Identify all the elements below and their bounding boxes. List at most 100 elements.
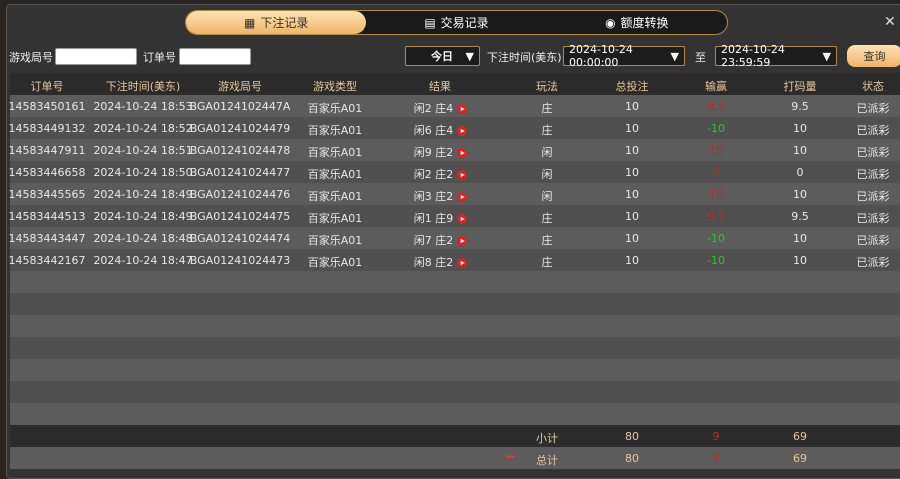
cell: 9.5 — [791, 210, 809, 223]
empty-row — [10, 337, 900, 359]
cell: 庄 — [541, 234, 553, 247]
table-row[interactable]: 14583442167 2024-10-24 18:47 BGA0124102447… — [9, 249, 900, 271]
cell: 2024-10-24 18:49 — [93, 188, 193, 201]
cell: 百家乐A01 — [307, 190, 363, 203]
cell: BGA01241024478 — [189, 144, 291, 157]
cell: 已派彩 — [856, 124, 890, 137]
result-cell: 闲3 庄2 — [414, 188, 467, 204]
close-icon[interactable]: ✕ — [884, 14, 896, 30]
cell: 庄 — [541, 256, 553, 269]
filter-bar: 游戏局号 订单号 今日 ▼ 下注时间(美东) 2024-10-24 00:00:0… — [0, 43, 900, 69]
column-header: 订单号 — [30, 80, 64, 93]
cell: 9 — [712, 430, 720, 443]
cell: 14583445565 — [8, 188, 86, 201]
cell: 69 — [793, 452, 807, 465]
cell: 10 — [625, 166, 639, 179]
cell: 百家乐A01 — [307, 234, 363, 247]
date-range-select[interactable]: 今日 ▼ — [405, 46, 480, 66]
cell: 2024-10-24 18:49 — [93, 210, 193, 223]
play-replay-icon[interactable] — [456, 214, 467, 224]
cell: 百家乐A01 — [307, 168, 363, 181]
table-row[interactable]: 14583445565 2024-10-24 18:49 BGA0124102447… — [8, 183, 900, 205]
column-header: 总投注 — [615, 80, 649, 93]
cell: 14583449132 — [8, 122, 86, 135]
cell: 庄 — [541, 124, 553, 137]
column-header: 下注时间(美东) — [105, 80, 181, 93]
coins-icon: ◉ — [605, 15, 616, 30]
game-round-input[interactable] — [55, 48, 137, 65]
cell: 百家乐A01 — [307, 124, 363, 137]
table-row[interactable]: 14583446658 2024-10-24 18:50 BGA0124102447… — [9, 161, 900, 183]
bet-records-table: 订单号 下注时间(美东) 游戏局号 游戏类型 结果 玩法 总投注 输赢 打码量 状态 1458345… — [8, 73, 900, 469]
cell: 9.5 — [707, 210, 725, 223]
chevron-down-icon: ▼ — [822, 49, 831, 63]
table-row[interactable]: 14583443447 2024-10-24 18:48 BGA0124102447… — [8, 227, 900, 249]
cell: 已派彩 — [856, 168, 890, 181]
cell: 已派彩 — [856, 190, 890, 203]
order-label: 订单号 — [143, 51, 176, 64]
cell: 庄 — [541, 212, 553, 225]
column-header: 游戏类型 — [313, 80, 357, 93]
cell: 10 — [793, 144, 807, 157]
tab-credit-transfer[interactable]: ◉ 额度转换 — [605, 15, 669, 31]
query-button[interactable]: 查询 — [847, 45, 900, 67]
cell: BGA01241024477 — [189, 166, 291, 179]
cell: 80 — [625, 430, 639, 443]
tab-bar: ▦ 下注记录 ▤ 交易记录 ◉ 额度转换 — [185, 10, 728, 35]
cell: 10 — [709, 188, 723, 201]
result-cell: 闲2 庄2 — [414, 166, 467, 182]
play-replay-icon[interactable] — [456, 192, 467, 202]
cell: 14583443447 — [8, 232, 86, 245]
refresh-icon[interactable]: ➦ — [505, 450, 515, 463]
cell: 小计 — [536, 432, 558, 445]
result-cell: 闲7 庄2 — [414, 232, 467, 248]
empty-row — [10, 315, 900, 337]
cell: 2024-10-24 18:50 — [93, 166, 193, 179]
start-time-select[interactable]: 2024-10-24 00:00:00 ▼ — [563, 43, 685, 69]
result-text: 闲9 庄2 — [413, 146, 454, 159]
cell: 2024-10-24 18:51 — [93, 144, 193, 157]
cell: 10 — [793, 232, 807, 245]
cell: 10 — [625, 188, 639, 201]
column-header: 结果 — [429, 80, 451, 93]
cell: 闲 — [541, 190, 553, 203]
play-replay-icon[interactable] — [456, 236, 467, 246]
play-replay-icon[interactable] — [456, 170, 467, 180]
empty-row — [10, 271, 900, 293]
cell: 0 — [712, 166, 720, 179]
cell: 庄 — [541, 102, 553, 115]
cell: 已派彩 — [856, 212, 890, 225]
result-text: 闲1 庄9 — [413, 212, 454, 225]
cell: 已派彩 — [856, 256, 890, 269]
end-time-select[interactable]: 2024-10-24 23:59:59 ▼ — [715, 43, 837, 69]
to-label: 至 — [695, 51, 706, 64]
cell: 80 — [625, 452, 639, 465]
table-row[interactable]: 14583449132 2024-10-24 18:52 BGA0124102447… — [8, 117, 900, 139]
cell: 百家乐A01 — [307, 102, 363, 115]
table-row[interactable]: 14583447911 2024-10-24 18:51 BGA0124102447… — [8, 139, 900, 161]
order-input[interactable] — [179, 48, 251, 65]
play-replay-icon[interactable] — [456, 126, 467, 136]
cell: BGA01241024476 — [189, 188, 291, 201]
subtotal-row: 小计 80 9 69 — [10, 425, 900, 447]
column-header: 玩法 — [536, 80, 558, 93]
cell: 闲 — [541, 146, 553, 159]
table-row[interactable]: 14583450161 2024-10-24 18:53 BGA0124102447… — [9, 95, 900, 117]
result-text: 闲3 庄2 — [413, 190, 454, 203]
time-label: 下注时间(美东) — [487, 51, 562, 64]
play-replay-icon[interactable] — [456, 104, 467, 114]
cell: 10 — [625, 210, 639, 223]
cell: 10 — [793, 122, 807, 135]
cell: BGA0124102447A — [189, 100, 291, 113]
table-row[interactable]: 14583444513 2024-10-24 18:49 BGA0124102447… — [8, 205, 900, 227]
tab-bet-records[interactable]: ▦ 下注记录 — [186, 11, 367, 34]
cell: -10 — [707, 232, 725, 245]
cell: 2024-10-24 18:53 — [93, 100, 193, 113]
tab-transaction-records[interactable]: ▤ 交易记录 — [424, 15, 489, 31]
cell: 14583444513 — [8, 210, 86, 223]
cell: 69 — [793, 430, 807, 443]
cell: 14583447911 — [8, 144, 86, 157]
play-replay-icon[interactable] — [456, 258, 467, 268]
play-replay-icon[interactable] — [456, 148, 467, 158]
result-cell: 闲6 庄4 — [414, 122, 467, 138]
